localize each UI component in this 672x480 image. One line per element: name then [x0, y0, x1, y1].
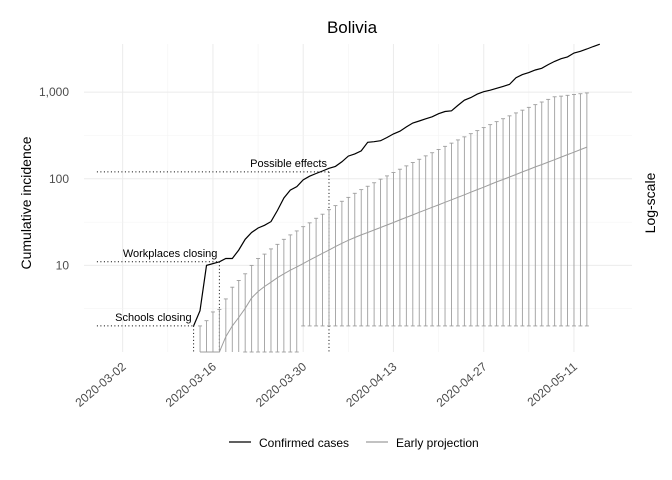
confirmed-cases-line [193, 43, 601, 327]
annotation-label: Possible effects [250, 158, 327, 170]
annotation-label: Schools closing [115, 312, 191, 324]
annotation-label: Workplaces closing [123, 248, 218, 260]
x-tick-label: 2020-04-27 [434, 359, 490, 409]
chart-title: Bolivia [327, 18, 378, 37]
annotation-lines: Schools closing Workplaces closing Possibl… [96, 158, 330, 352]
y-tick-label: 100 [49, 172, 69, 186]
y-tick-label: 10 [56, 258, 70, 272]
log-scale-label: Log-scale [642, 172, 658, 233]
projection-median-line [200, 146, 588, 353]
grid-lines [84, 44, 632, 352]
x-tick-label: 2020-04-13 [343, 359, 399, 409]
legend-label-early-projection: Early projection [396, 436, 479, 450]
y-tick-label: 1,000 [39, 85, 69, 99]
x-tick-label: 2020-03-02 [73, 359, 129, 409]
x-tick-label: 2020-05-11 [525, 359, 581, 409]
x-tick-label: 2020-03-30 [253, 359, 309, 409]
x-tick-label: 2020-03-16 [163, 359, 219, 409]
early-projection-series [198, 92, 589, 353]
y-axis-label: Cumulative incidence [18, 136, 34, 269]
confirmed-cases-series [193, 43, 601, 327]
legend: Confirmed cases Early projection [229, 436, 479, 450]
legend-label-confirmed-cases: Confirmed cases [259, 436, 349, 450]
